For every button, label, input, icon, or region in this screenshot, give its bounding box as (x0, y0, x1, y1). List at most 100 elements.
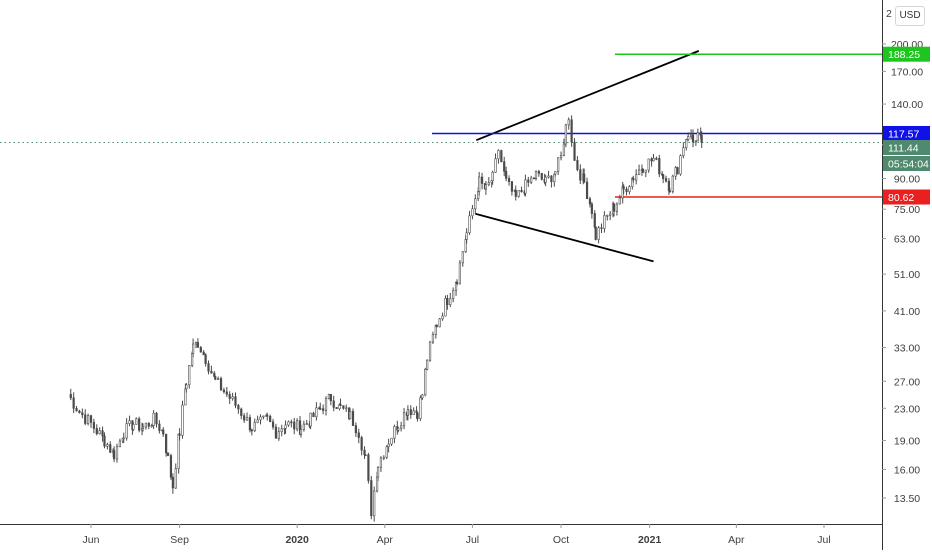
candle-body (635, 174, 638, 181)
candle-body (299, 429, 303, 435)
candle-body (329, 394, 332, 402)
candle-body (319, 407, 322, 410)
candle-body (385, 446, 388, 458)
candle-body (315, 407, 318, 418)
candle-body (204, 354, 207, 364)
last-price-tag: 111.44 (883, 139, 930, 155)
trend-lines-layer (475, 50, 700, 263)
level-lines-layer (0, 53, 882, 198)
candle-body (421, 394, 424, 399)
candle-body (207, 363, 210, 372)
candle-body (435, 324, 438, 328)
green-price-tag-text: 188.25 (888, 49, 920, 61)
candle-body (243, 415, 246, 421)
candle-body (446, 298, 449, 306)
last-price-tag-text: 111.44 (888, 142, 919, 154)
candle-body (674, 167, 677, 177)
candle-body (217, 378, 220, 380)
candle-body (461, 251, 464, 264)
candle-body (271, 421, 275, 428)
candle-body (625, 188, 628, 193)
candle-body (284, 424, 287, 429)
blue-price-tag: 117.57 (883, 125, 930, 141)
candle-body (540, 172, 543, 180)
candle-body (199, 347, 202, 353)
candle-body (628, 186, 631, 193)
candle-body (576, 160, 579, 171)
candle-body (225, 391, 228, 395)
candle-body (363, 449, 366, 456)
candle-body (465, 232, 468, 240)
candle-body (152, 412, 155, 426)
candle-body (360, 437, 363, 451)
candle-body (583, 173, 586, 183)
candle-body (524, 179, 527, 194)
candle-body (503, 161, 506, 172)
trend-line (475, 50, 700, 141)
y-tick-label: 33.00 (894, 342, 920, 354)
candle-body (514, 189, 517, 197)
candle-body (128, 420, 131, 424)
candle-body (557, 157, 560, 172)
candle-body (424, 368, 427, 396)
candle-body (302, 423, 305, 430)
candle-body (484, 184, 488, 190)
candle-body (158, 423, 161, 431)
green-price-tag-box (883, 46, 930, 62)
candle-body (689, 134, 693, 137)
candle-body (293, 421, 296, 430)
candle-body (115, 446, 119, 460)
candle-body (507, 178, 511, 182)
candle-body (387, 443, 390, 448)
y-tick-label: 75.00 (894, 204, 920, 216)
candle-body (290, 421, 293, 424)
currency-badge[interactable]: USD (895, 6, 925, 26)
candle-body (615, 203, 619, 212)
candle-body (118, 440, 121, 448)
candle-body (402, 412, 406, 427)
candle-body (196, 342, 200, 348)
candle-body (637, 169, 641, 176)
candle-body (590, 203, 593, 214)
candle-body (588, 198, 592, 205)
candle-body (312, 412, 315, 418)
candle-body (188, 365, 191, 386)
x-tick-label: Jul (466, 534, 479, 546)
candle-body (78, 410, 81, 414)
candle-body (81, 412, 84, 416)
candle-body (397, 427, 400, 431)
candle-body (354, 425, 357, 434)
candle-body (147, 422, 150, 427)
candle-body (305, 423, 308, 425)
candle-body (600, 227, 603, 229)
candle-body (449, 298, 452, 306)
candle-body (248, 417, 252, 431)
candle-body (664, 178, 668, 182)
candle-body (527, 179, 530, 183)
candle-body (259, 416, 262, 421)
y-tick-label: 63.00 (894, 234, 920, 246)
candle-body (379, 457, 383, 468)
candle-body (694, 140, 697, 143)
candle-body (662, 174, 665, 179)
y-tick-label: 27.00 (894, 376, 920, 388)
candle-body (132, 424, 135, 430)
candle-body (455, 281, 459, 285)
countdown-tag-text: 05:54:04 (888, 158, 929, 170)
candle-body (266, 415, 269, 417)
y-tick-label: 2 (886, 8, 892, 20)
candle-body (585, 181, 589, 200)
x-tick-label: 2020 (285, 534, 309, 546)
candle-body (452, 290, 455, 299)
candle-body (194, 342, 198, 345)
candle-body (165, 433, 168, 454)
candle-body (122, 437, 125, 440)
candle-body (357, 432, 360, 438)
x-tick-label: Apr (728, 534, 745, 546)
candle-body (562, 143, 566, 156)
candle-body (181, 404, 184, 436)
candle-body (327, 394, 331, 399)
